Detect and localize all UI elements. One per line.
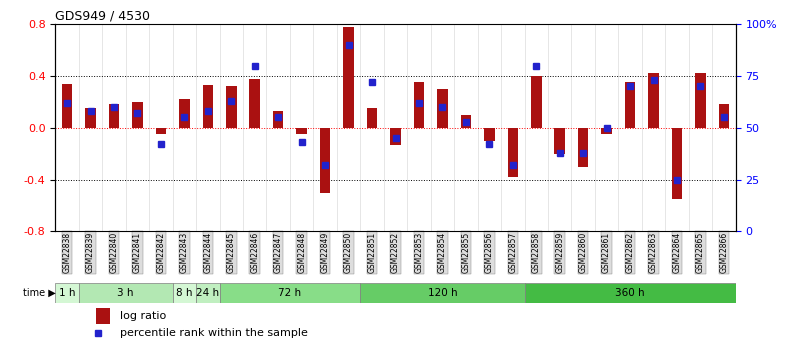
Bar [695, 73, 706, 128]
Text: GSM22857: GSM22857 [509, 232, 517, 274]
Bar [601, 128, 612, 134]
FancyBboxPatch shape [172, 283, 196, 303]
Text: GSM22847: GSM22847 [274, 232, 282, 274]
Text: GSM22861: GSM22861 [602, 232, 611, 273]
Text: GSM22866: GSM22866 [719, 232, 729, 274]
FancyBboxPatch shape [196, 283, 220, 303]
Text: GSM22851: GSM22851 [368, 232, 377, 273]
FancyBboxPatch shape [361, 283, 524, 303]
Text: GSM22850: GSM22850 [344, 232, 353, 274]
Bar [460, 115, 471, 128]
Text: 120 h: 120 h [428, 288, 457, 298]
Text: GSM22845: GSM22845 [227, 232, 236, 274]
Bar [625, 82, 635, 128]
Bar [508, 128, 518, 177]
Text: GDS949 / 4530: GDS949 / 4530 [55, 10, 150, 23]
Bar [85, 108, 96, 128]
Text: log ratio: log ratio [120, 311, 166, 321]
Bar [179, 99, 190, 128]
Bar [108, 105, 119, 128]
Text: GSM22855: GSM22855 [461, 232, 471, 274]
Text: 360 h: 360 h [615, 288, 645, 298]
Text: GSM22856: GSM22856 [485, 232, 494, 274]
Bar [249, 79, 260, 128]
Text: GSM22841: GSM22841 [133, 232, 142, 273]
Bar [719, 105, 729, 128]
Bar [367, 108, 377, 128]
FancyBboxPatch shape [55, 283, 79, 303]
Text: GSM22860: GSM22860 [579, 232, 588, 274]
Bar [390, 128, 401, 145]
Text: 8 h: 8 h [176, 288, 193, 298]
Bar [672, 128, 683, 199]
Text: GSM22844: GSM22844 [203, 232, 212, 274]
Bar [343, 27, 354, 128]
Text: GSM22843: GSM22843 [180, 232, 189, 274]
Text: GSM22862: GSM22862 [626, 232, 634, 273]
Text: 72 h: 72 h [278, 288, 301, 298]
Bar [273, 111, 283, 128]
Text: GSM22859: GSM22859 [555, 232, 564, 274]
FancyBboxPatch shape [79, 283, 172, 303]
Bar [578, 128, 589, 167]
Bar [414, 82, 424, 128]
Bar [202, 85, 213, 128]
Text: GSM22846: GSM22846 [250, 232, 259, 274]
Text: GSM22838: GSM22838 [62, 232, 72, 273]
Bar [320, 128, 331, 193]
Bar [156, 128, 166, 134]
FancyBboxPatch shape [220, 283, 361, 303]
Text: 24 h: 24 h [196, 288, 219, 298]
Text: time ▶: time ▶ [23, 288, 55, 298]
Text: GSM22854: GSM22854 [438, 232, 447, 274]
Bar [62, 84, 73, 128]
Text: GSM22858: GSM22858 [532, 232, 541, 273]
Bar [132, 102, 142, 128]
FancyBboxPatch shape [524, 283, 736, 303]
Text: GSM22839: GSM22839 [86, 232, 95, 274]
Bar [437, 89, 448, 128]
Text: 3 h: 3 h [118, 288, 134, 298]
Bar [297, 128, 307, 134]
Bar [554, 128, 565, 154]
Bar [226, 86, 237, 128]
Text: GSM22842: GSM22842 [157, 232, 165, 273]
Bar [484, 128, 494, 141]
Text: GSM22865: GSM22865 [696, 232, 705, 274]
Text: GSM22852: GSM22852 [391, 232, 400, 273]
Text: GSM22840: GSM22840 [109, 232, 119, 274]
Text: GSM22849: GSM22849 [320, 232, 330, 274]
Bar [97, 308, 110, 324]
Text: GSM22864: GSM22864 [672, 232, 682, 274]
Bar [531, 76, 542, 128]
Bar [649, 73, 659, 128]
Text: GSM22853: GSM22853 [414, 232, 423, 274]
Text: percentile rank within the sample: percentile rank within the sample [120, 328, 308, 338]
Text: 1 h: 1 h [59, 288, 75, 298]
Text: GSM22848: GSM22848 [297, 232, 306, 273]
Text: GSM22863: GSM22863 [649, 232, 658, 274]
